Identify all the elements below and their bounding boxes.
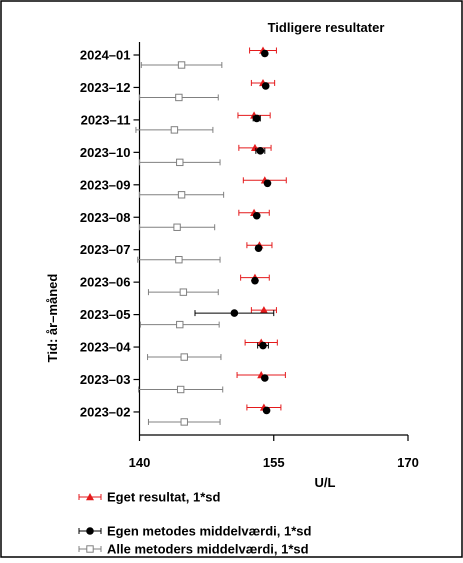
x-tick-label: 155 bbox=[263, 455, 285, 470]
square-point bbox=[175, 256, 183, 264]
circle-point bbox=[262, 406, 271, 415]
legend-label: Alle metoders middelværdi, 1*sd bbox=[107, 542, 309, 557]
square-point bbox=[180, 353, 188, 361]
x-tick-label: 140 bbox=[129, 455, 151, 470]
x-tick-label: 170 bbox=[397, 455, 419, 470]
y-tick-label: 2023–03 bbox=[80, 372, 131, 387]
circle-point bbox=[252, 114, 261, 123]
y-tick-label: 2023–11 bbox=[81, 112, 131, 127]
square-point bbox=[179, 288, 188, 296]
circle-point bbox=[254, 244, 263, 252]
chart-title: Tidligere resultater bbox=[268, 20, 385, 35]
data-marks bbox=[135, 46, 287, 426]
square-point bbox=[177, 61, 186, 69]
y-tick-label: 2023–06 bbox=[80, 275, 131, 290]
y-tick-label: 2023–05 bbox=[80, 307, 131, 322]
square-point bbox=[176, 158, 184, 167]
legend-label: Eget resultat, 1*sd bbox=[107, 490, 220, 505]
square-point bbox=[176, 385, 185, 394]
square-point bbox=[177, 191, 186, 199]
circle-point bbox=[261, 82, 270, 90]
legend-marker-circle bbox=[86, 527, 94, 535]
y-tick-label: 2023–09 bbox=[80, 177, 131, 192]
legend-marker-square bbox=[86, 545, 94, 553]
circle-point bbox=[261, 374, 269, 382]
circle-point bbox=[252, 211, 261, 220]
x-axis-label: U/L bbox=[315, 475, 336, 490]
legend-label: Egen metodes middelværdi, 1*sd bbox=[107, 524, 312, 539]
legend-marker-triangle bbox=[86, 493, 94, 501]
y-tick-label: 2023–10 bbox=[80, 145, 131, 160]
square-point bbox=[180, 418, 188, 426]
square-point bbox=[176, 320, 184, 329]
circle-point bbox=[263, 179, 272, 188]
y-tick-label: 2023–07 bbox=[80, 242, 131, 257]
x-ticks: 140 155 170 bbox=[129, 435, 419, 470]
y-tick-label: 2023–12 bbox=[80, 80, 131, 95]
legend: Eget resultat, 1*sd Egen metodes middelvæ… bbox=[78, 490, 312, 557]
y-axis-label: Tid: år–måned bbox=[45, 274, 60, 363]
circle-point bbox=[251, 276, 259, 285]
triangle-point bbox=[259, 306, 268, 314]
y-tick-label: 2023–04 bbox=[80, 340, 131, 355]
square-point bbox=[175, 93, 183, 102]
circle-point bbox=[230, 309, 239, 317]
square-point bbox=[170, 126, 179, 134]
y-ticks: 2024–01 2023–12 2023–11 2023–10 2023–09 2023–… bbox=[80, 48, 140, 419]
circle-point bbox=[261, 49, 269, 58]
circle-point bbox=[259, 341, 267, 350]
y-tick-label: 2023–02 bbox=[80, 404, 131, 419]
y-tick-label: 2024–01 bbox=[80, 48, 131, 63]
y-tick-label: 2023–08 bbox=[80, 210, 131, 225]
circle-point bbox=[256, 147, 265, 155]
square-point bbox=[173, 223, 181, 231]
